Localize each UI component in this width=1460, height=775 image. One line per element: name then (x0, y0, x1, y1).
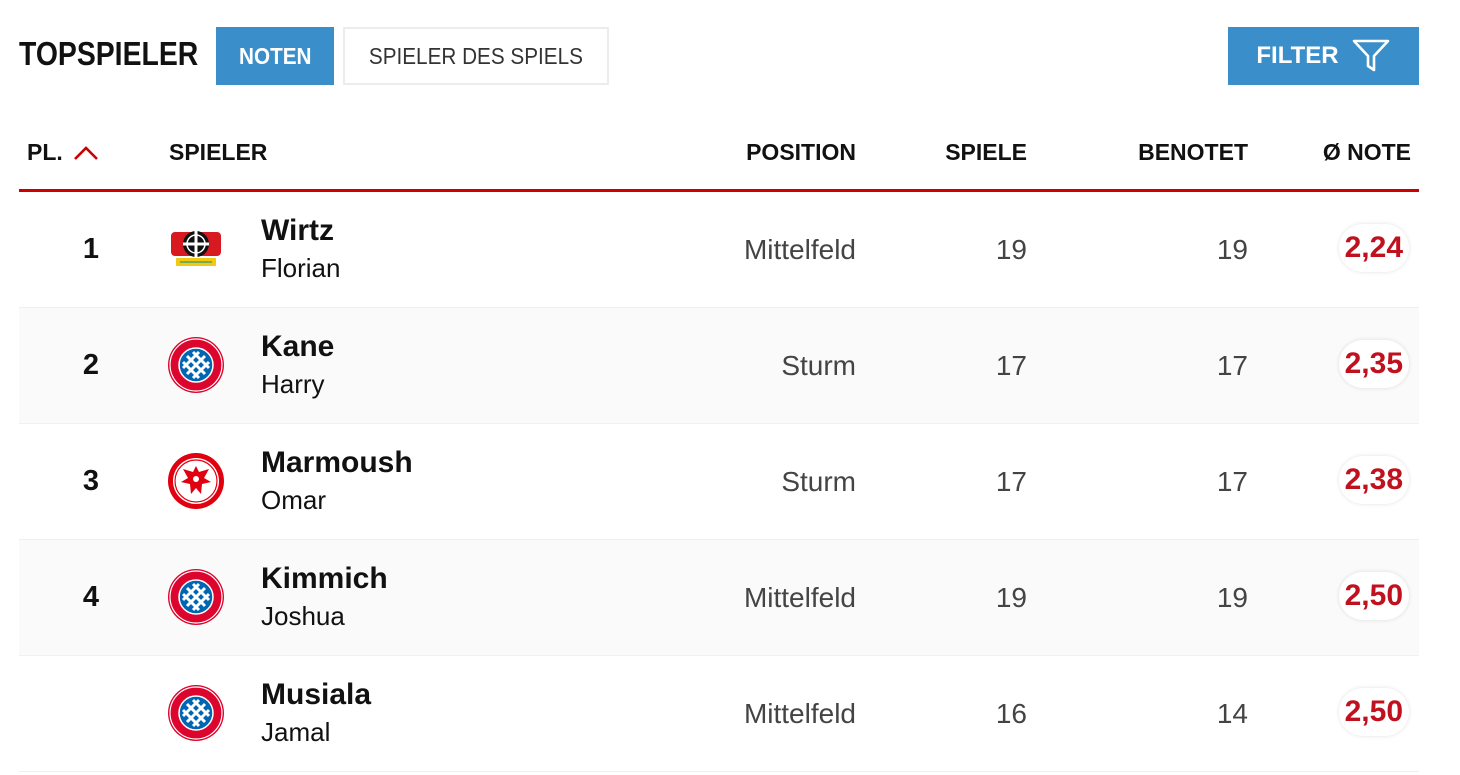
table-row[interactable]: 3 Marmoush Omar Sturm 17 17 2,38 (19, 424, 1419, 540)
player-last-name[interactable]: Musiala (261, 678, 372, 711)
player-first-name: Jamal (261, 717, 331, 747)
position-cell: Sturm (781, 350, 856, 381)
player-name: Kane Harry (261, 328, 334, 402)
widget-header: TOPSPIELER NOTEN SPIELER DES SPIELS FILT… (19, 27, 1419, 85)
player-first-name: Harry (261, 369, 325, 399)
leverkusen-crest-icon (171, 231, 221, 266)
tab-noten[interactable]: NOTEN (216, 27, 334, 85)
player-last-name[interactable]: Kane (261, 330, 335, 363)
player-last-name[interactable]: Wirtz (261, 214, 335, 247)
chevron-up-icon (73, 145, 98, 160)
rated-cell: 17 (1216, 350, 1248, 381)
player-first-name: Joshua (261, 601, 345, 631)
rank-cell: 1 (82, 233, 99, 265)
avg-grade-badge: 2,38 (1338, 456, 1409, 504)
bayern-crest-icon (168, 685, 224, 741)
player-name: Musiala Jamal (261, 676, 371, 750)
bayern-crest-icon (168, 337, 224, 393)
column-header-player[interactable]: SPIELER (169, 139, 268, 165)
player-last-name[interactable]: Kimmich (261, 562, 388, 595)
filter-button[interactable]: FILTER (1228, 27, 1419, 85)
avg-grade-badge: 2,24 (1338, 224, 1409, 272)
column-header-avg-grade[interactable]: Ø NOTE (1322, 139, 1411, 165)
player-first-name: Omar (261, 485, 326, 515)
rated-cell: 14 (1216, 698, 1248, 729)
games-cell: 17 (995, 466, 1027, 497)
rank-cell: 2 (82, 349, 99, 381)
table-header: PL. SPIELER POSITION SPIELE BENOTET Ø NO… (19, 137, 1419, 192)
avg-grade-badge: 2,50 (1338, 688, 1409, 736)
games-cell: 16 (995, 698, 1027, 729)
column-header-rank-label: PL. (27, 139, 63, 165)
tab-noten-label: NOTEN (238, 42, 312, 69)
filter-button-label: FILTER (1256, 42, 1339, 69)
column-header-games[interactable]: SPIELE (945, 139, 1027, 165)
column-header-rank[interactable]: PL. (27, 139, 99, 166)
tab-spieler-des-spiels[interactable]: SPIELER DES SPIELS (343, 27, 609, 85)
rated-cell: 19 (1216, 234, 1248, 265)
position-cell: Mittelfeld (743, 582, 856, 613)
rank-cell: 4 (82, 581, 99, 613)
funnel-icon (1352, 39, 1389, 72)
table-row[interactable]: Musiala Jamal Mittelfeld 16 14 2,50 (19, 656, 1419, 772)
position-cell: Mittelfeld (743, 234, 856, 265)
tab-spieler-des-spiels-label: SPIELER DES SPIELS (368, 42, 584, 69)
player-name: Wirtz Florian (261, 212, 340, 286)
player-first-name: Florian (261, 253, 341, 283)
rated-cell: 19 (1216, 582, 1248, 613)
bayern-crest-icon (168, 569, 224, 625)
table-row[interactable]: 2 Kane Harry Sturm 17 17 2,35 (19, 308, 1419, 424)
rated-cell: 17 (1216, 466, 1248, 497)
player-name: Kimmich Joshua (261, 560, 388, 634)
player-last-name[interactable]: Marmoush (261, 446, 413, 479)
position-cell: Sturm (781, 466, 856, 497)
table-row[interactable]: 1 Wirtz Florian Mittelfeld 19 19 2,24 (19, 192, 1419, 308)
table-row[interactable]: 4 Kimmich Joshua Mittelfeld 19 19 2,50 (19, 540, 1419, 656)
column-header-rated[interactable]: BENOTET (1138, 139, 1248, 165)
avg-grade-badge: 2,50 (1338, 572, 1409, 620)
games-cell: 17 (995, 350, 1027, 381)
games-cell: 19 (995, 582, 1027, 613)
player-list: 1 Wirtz Florian Mittelfeld 19 19 2,24 2 (19, 192, 1419, 772)
page-title: TOPSPIELER (19, 35, 199, 72)
games-cell: 19 (995, 234, 1027, 265)
rank-cell: 3 (82, 465, 99, 497)
frankfurt-crest-icon (168, 453, 224, 509)
position-cell: Mittelfeld (743, 698, 856, 729)
column-header-position[interactable]: POSITION (746, 139, 856, 165)
avg-grade-badge: 2,35 (1338, 340, 1409, 388)
player-name: Marmoush Omar (261, 444, 413, 518)
